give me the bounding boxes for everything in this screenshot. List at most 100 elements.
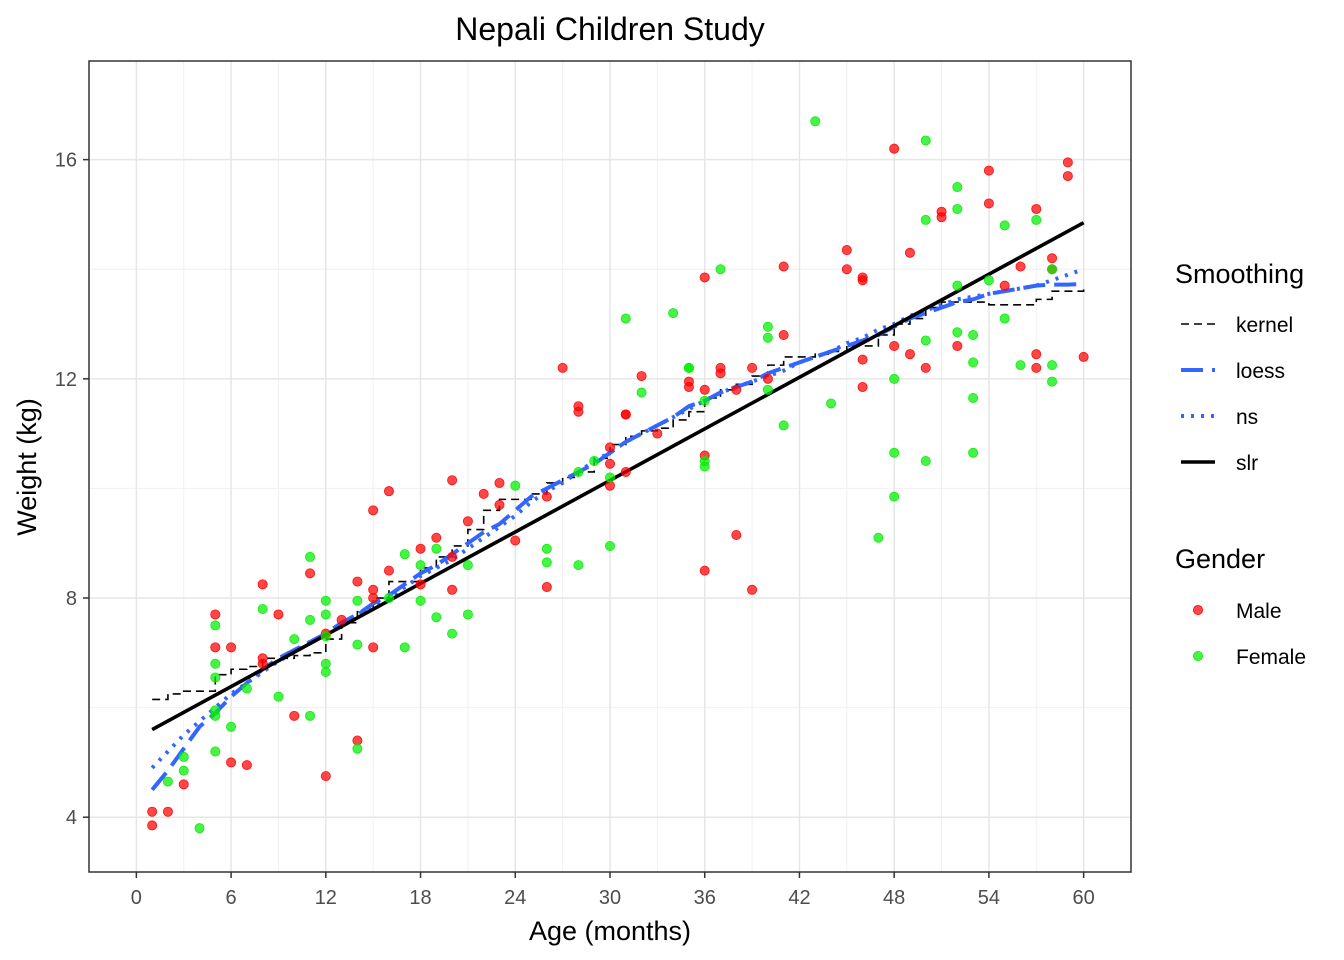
- point-male: [210, 609, 221, 620]
- x-axis-ticks: 0 6 12 18 24 30 36 42 48 54 60: [131, 872, 1095, 909]
- point-male: [999, 280, 1010, 291]
- point-male: [1015, 261, 1026, 272]
- point-female: [968, 393, 979, 404]
- point-female: [431, 612, 442, 623]
- point-male: [257, 579, 268, 590]
- point-female: [1047, 376, 1058, 387]
- point-male: [147, 806, 158, 817]
- legend-smoothing-title: Smoothing: [1175, 259, 1304, 289]
- legend-gender: Gender Male Female: [1175, 544, 1306, 669]
- point-female: [162, 776, 173, 787]
- point-female: [320, 609, 331, 620]
- y-axis-label: Weight (kg): [12, 398, 42, 536]
- point-female: [968, 447, 979, 458]
- point-male: [478, 488, 489, 499]
- point-male: [699, 384, 710, 395]
- point-male: [447, 584, 458, 595]
- point-female: [668, 308, 679, 319]
- point-male: [415, 579, 426, 590]
- point-female: [462, 560, 473, 571]
- point-female: [968, 329, 979, 340]
- legend-label-male: Male: [1236, 600, 1282, 623]
- point-female: [920, 135, 931, 146]
- point-female: [210, 620, 221, 631]
- y-tick-label: 16: [55, 150, 77, 172]
- point-male: [1047, 253, 1058, 264]
- point-male: [747, 584, 758, 595]
- point-male: [778, 329, 789, 340]
- point-female: [241, 683, 252, 694]
- point-female: [952, 203, 963, 214]
- point-male: [620, 409, 631, 420]
- x-tick-label: 36: [694, 887, 716, 909]
- legend-key-female: [1193, 651, 1204, 662]
- grid-lines: [89, 61, 1131, 873]
- point-male: [368, 593, 379, 604]
- point-male: [936, 212, 947, 223]
- point-female: [620, 313, 631, 324]
- point-male: [415, 543, 426, 554]
- point-male: [889, 143, 900, 154]
- x-tick-label: 60: [1073, 887, 1095, 909]
- point-male: [494, 499, 505, 510]
- point-female: [541, 557, 552, 568]
- point-male: [747, 362, 758, 373]
- point-male: [983, 165, 994, 176]
- point-male: [241, 760, 252, 771]
- point-male: [1031, 362, 1042, 373]
- point-female: [305, 614, 316, 625]
- point-female: [999, 313, 1010, 324]
- point-male: [841, 264, 852, 275]
- data-points: [147, 116, 1089, 834]
- legend-label-loess: loess: [1236, 360, 1285, 383]
- point-female: [1015, 360, 1026, 371]
- point-male: [447, 475, 458, 486]
- legend-label-slr: slr: [1236, 452, 1258, 475]
- point-female: [699, 461, 710, 472]
- point-female: [431, 543, 442, 554]
- point-female: [762, 384, 773, 395]
- point-female: [226, 721, 237, 732]
- point-male: [857, 354, 868, 365]
- point-female: [257, 603, 268, 614]
- point-male: [178, 779, 189, 790]
- point-female: [447, 628, 458, 639]
- point-male: [289, 710, 300, 721]
- point-male: [162, 806, 173, 817]
- point-female: [383, 593, 394, 604]
- point-female: [573, 466, 584, 477]
- point-female: [415, 595, 426, 606]
- point-female: [983, 275, 994, 286]
- point-female: [762, 321, 773, 332]
- point-male: [462, 516, 473, 527]
- point-male: [952, 340, 963, 351]
- legend-label-ns: ns: [1236, 406, 1258, 429]
- point-female: [952, 327, 963, 338]
- point-male: [715, 368, 726, 379]
- point-female: [605, 540, 616, 551]
- point-female: [273, 691, 284, 702]
- point-female: [1031, 214, 1042, 225]
- y-tick-label: 4: [66, 807, 77, 829]
- point-male: [226, 757, 237, 768]
- point-female: [873, 532, 884, 543]
- point-female: [352, 743, 363, 754]
- point-male: [368, 505, 379, 516]
- point-female: [415, 560, 426, 571]
- point-female: [920, 456, 931, 467]
- x-tick-label: 6: [226, 887, 237, 909]
- point-female: [889, 373, 900, 384]
- x-tick-label: 18: [409, 887, 431, 909]
- point-male: [210, 642, 221, 653]
- point-female: [462, 609, 473, 620]
- point-male: [605, 442, 616, 453]
- point-female: [715, 264, 726, 275]
- point-male: [841, 245, 852, 256]
- y-axis-ticks: 4 8 12 16: [55, 150, 89, 829]
- point-female: [699, 395, 710, 406]
- point-male: [857, 382, 868, 393]
- legend-gender-title: Gender: [1175, 544, 1265, 574]
- legend-label-female: Female: [1236, 646, 1306, 669]
- point-male: [273, 609, 284, 620]
